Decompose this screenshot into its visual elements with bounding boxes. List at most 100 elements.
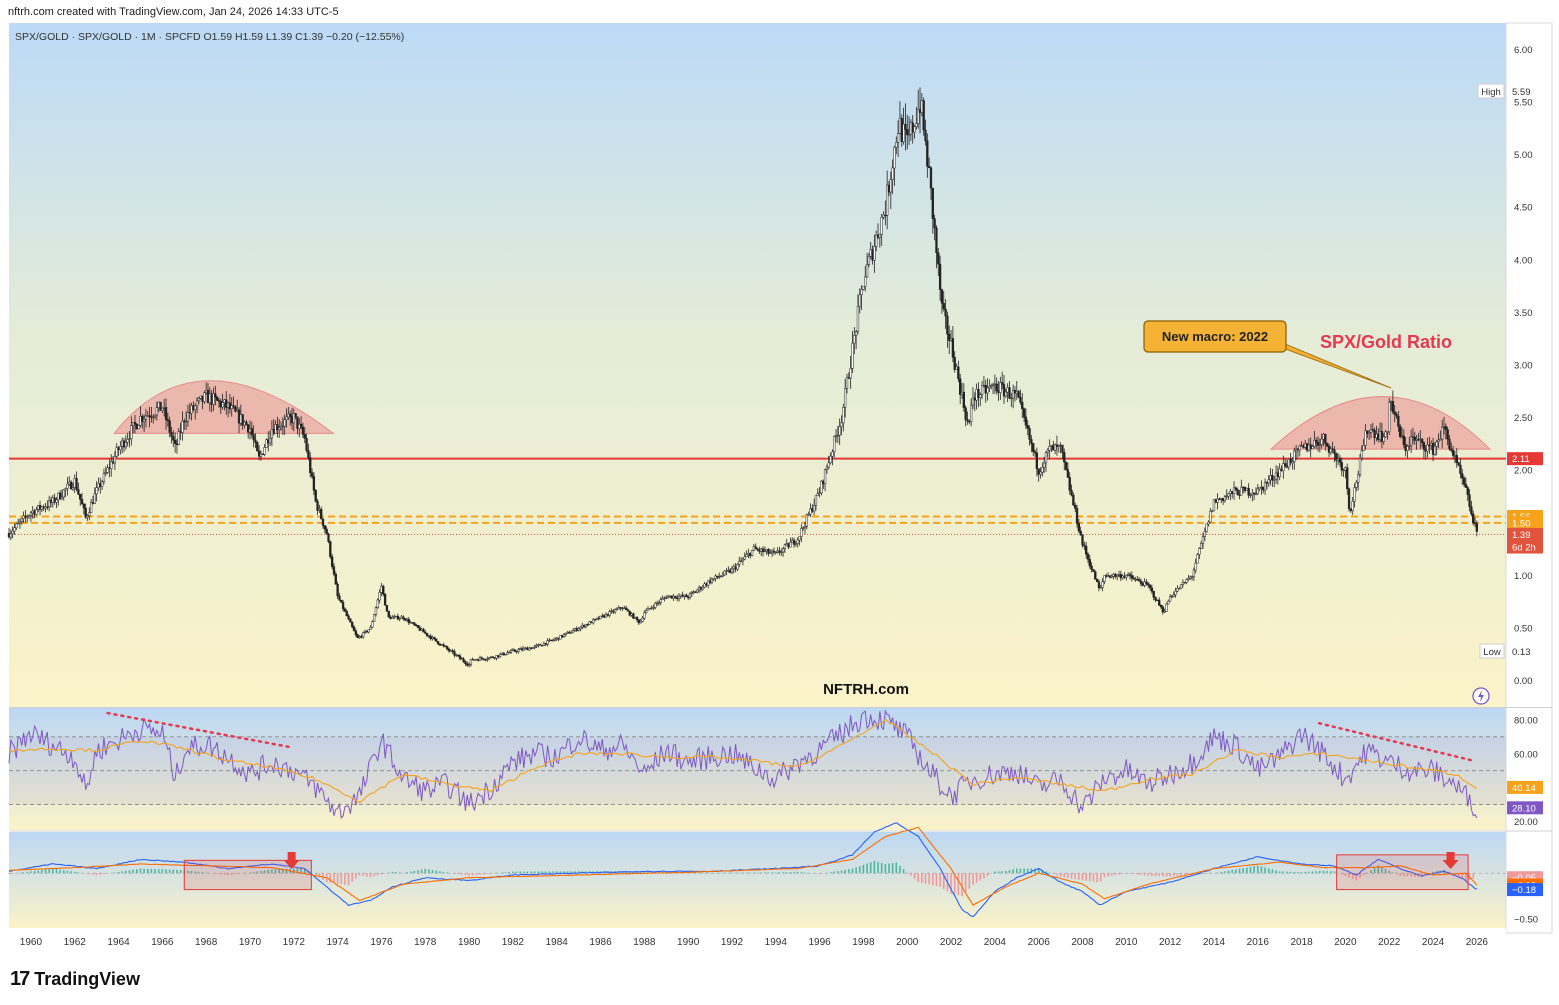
- candle-body: [524, 647, 527, 649]
- macd-histogram-bar: [336, 873, 339, 884]
- macd-histogram-bar: [303, 868, 306, 874]
- macd-histogram-bar: [1107, 873, 1109, 877]
- candle-body: [535, 644, 538, 647]
- macd-histogram-bar: [888, 863, 890, 874]
- macd-histogram-bar: [150, 868, 153, 874]
- candle-body: [730, 568, 734, 573]
- candle-body: [677, 596, 681, 599]
- candle-body: [393, 616, 396, 618]
- candle-body: [131, 422, 135, 426]
- candle-body: [844, 388, 847, 408]
- candle-body: [352, 626, 356, 632]
- candle-body: [1066, 469, 1070, 478]
- macd-histogram-bar: [77, 872, 80, 874]
- candle-body: [849, 368, 852, 379]
- macd-histogram-bar: [1052, 873, 1055, 875]
- candle-body: [811, 508, 814, 512]
- candle-body: [40, 506, 44, 510]
- tradingview-logo[interactable]: 17 TradingView: [10, 968, 140, 991]
- candle-body: [539, 644, 542, 646]
- candle-body: [488, 657, 491, 660]
- candle-body: [1287, 459, 1290, 468]
- candle-body: [823, 469, 827, 485]
- macd-histogram-bar: [541, 871, 543, 874]
- candle-body: [1053, 444, 1057, 451]
- candle-body: [175, 443, 179, 445]
- candle-body: [672, 595, 675, 599]
- macd-histogram-bar: [1260, 866, 1263, 874]
- macd-histogram-bar: [997, 871, 1000, 874]
- candle-body: [791, 539, 794, 543]
- candle-body: [727, 569, 730, 572]
- candle-body: [382, 585, 385, 595]
- candle-body: [133, 422, 137, 425]
- macd-histogram-bar: [570, 871, 573, 874]
- candle-body: [407, 619, 410, 623]
- candle-body: [491, 656, 494, 658]
- candle-body: [1210, 510, 1214, 512]
- year-tick-label: 2010: [1115, 937, 1138, 948]
- candle-body: [606, 613, 609, 616]
- candle-body: [688, 593, 692, 598]
- candle-body: [957, 366, 960, 379]
- candle-body: [1309, 444, 1312, 450]
- candle-body: [571, 630, 575, 633]
- candle-body: [31, 510, 34, 514]
- candle-body: [1311, 446, 1314, 450]
- callout-new-macro: New macro: 2022: [1143, 320, 1392, 389]
- candle-body: [814, 495, 818, 506]
- candle-body: [1273, 479, 1276, 481]
- candle-body: [948, 333, 951, 341]
- macd-histogram-bar: [1180, 873, 1182, 876]
- candle-body: [1221, 498, 1225, 501]
- candle-body: [316, 500, 319, 511]
- candle-body: [738, 561, 741, 565]
- candle-body: [581, 625, 584, 628]
- candle-body: [1451, 450, 1455, 456]
- macd-histogram-bar: [698, 872, 700, 874]
- candle-body: [1214, 499, 1217, 503]
- macd-histogram-bar: [504, 872, 507, 874]
- candle-body: [15, 523, 18, 529]
- candle-body: [1203, 531, 1206, 537]
- candle-body: [369, 626, 372, 631]
- candle-body: [493, 657, 496, 659]
- candle-body: [1442, 426, 1446, 428]
- macd-histogram-bar: [804, 872, 806, 874]
- candle-body: [1333, 449, 1336, 455]
- macd-histogram-bar: [249, 872, 251, 874]
- candle-body: [904, 123, 907, 130]
- candle-body: [321, 518, 325, 526]
- macd-histogram-bar: [201, 872, 204, 874]
- candle-body: [1238, 494, 1241, 496]
- candle-body: [1114, 573, 1117, 577]
- candle-body: [1450, 448, 1453, 451]
- candle-body: [1362, 445, 1365, 451]
- candle-body: [701, 586, 704, 590]
- candle-body: [60, 496, 64, 499]
- high-value: 5.59: [1512, 87, 1531, 98]
- candle-body: [517, 649, 520, 652]
- candle-body: [573, 628, 577, 631]
- macd-histogram-bar: [168, 869, 171, 874]
- candle-body: [497, 655, 500, 657]
- candle-body: [749, 552, 752, 556]
- macd-chart: [8, 822, 1506, 918]
- candle-body: [959, 378, 962, 395]
- candle-body: [935, 227, 938, 254]
- candle-body: [615, 608, 619, 610]
- rsi-tag-rsi-ma-bg: [1507, 780, 1543, 794]
- candle-body: [889, 179, 892, 193]
- candle-body: [511, 649, 515, 651]
- candle-body: [927, 166, 931, 169]
- macd-histogram-bar: [1081, 873, 1084, 881]
- candle-body: [781, 548, 785, 553]
- candle-body: [433, 637, 436, 640]
- macd-histogram-bar: [314, 873, 317, 876]
- candle-body: [858, 294, 861, 307]
- candle-body: [199, 395, 202, 399]
- lightning-icon[interactable]: [1472, 687, 1490, 705]
- macd-histogram-bar: [526, 871, 529, 874]
- candle-body: [1223, 496, 1227, 501]
- chart-title: SPX/Gold Ratio: [1320, 332, 1452, 352]
